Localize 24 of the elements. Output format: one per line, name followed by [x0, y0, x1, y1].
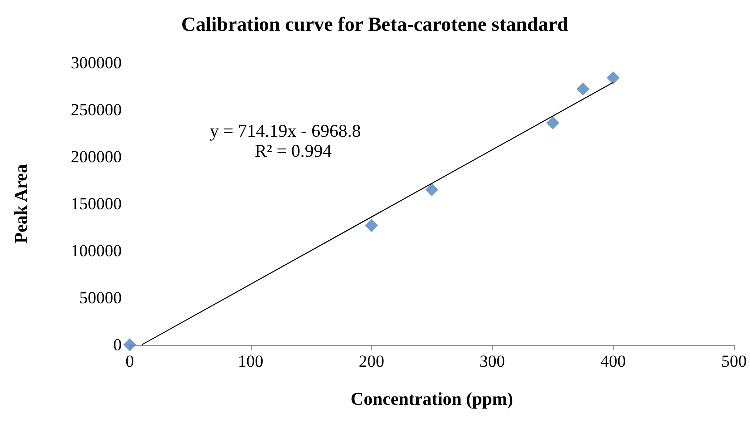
x-tick-label: 100	[238, 352, 264, 371]
annotation: y = 714.19x - 6968.8	[210, 121, 362, 141]
x-tick-label: 200	[358, 352, 384, 371]
annotation: R² = 0.994	[255, 141, 332, 161]
y-tick-label: 50000	[80, 288, 122, 308]
chart-title: Calibration curve for Beta-carotene standard	[182, 14, 568, 36]
point	[576, 82, 590, 96]
x-tick-label: 400	[600, 352, 626, 371]
point	[365, 219, 378, 232]
y-tick-label: 0	[114, 336, 122, 354]
y-tick-label: 200000	[71, 148, 122, 166]
y-tick-label: 100000	[71, 242, 122, 260]
point	[124, 338, 136, 352]
y-tick-label: 150000	[71, 194, 122, 214]
point	[426, 183, 439, 196]
x-tick-label: 300	[480, 352, 506, 371]
x-tick-label: 500	[722, 352, 747, 371]
point	[546, 116, 560, 130]
y-tick-label: 250000	[71, 100, 122, 120]
y-tick-label: 300000	[71, 54, 122, 72]
y-axis-title: Peak Area	[11, 164, 31, 244]
point	[606, 72, 620, 85]
x-axis-title: Concentration (ppm)	[350, 389, 514, 409]
x-tick-label: 0	[126, 352, 134, 371]
